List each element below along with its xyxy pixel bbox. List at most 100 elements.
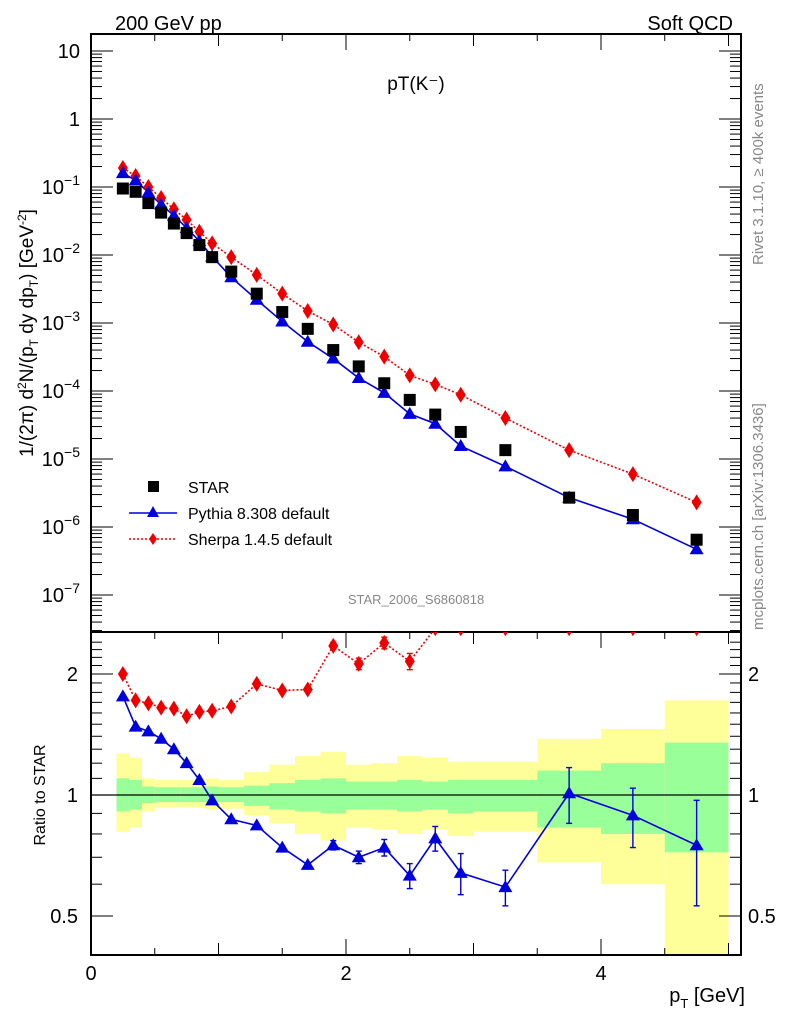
point-diamond (328, 316, 339, 333)
ratio-point-triangle (625, 808, 640, 821)
point-diamond (404, 367, 415, 384)
ratio-point-triangle (300, 857, 315, 870)
point-diamond (226, 249, 237, 266)
ratio-point-triangle (377, 840, 392, 853)
x-tick-label: 0 (85, 963, 96, 985)
ratio-point-triangle (326, 838, 341, 851)
ratio-point-diamond (379, 634, 390, 651)
plot-title: pT(K⁻) (387, 74, 445, 95)
ratio-point-diamond (117, 666, 128, 682)
x-axis-label-text: pT [GeV] (669, 985, 745, 1011)
point-triangle (689, 542, 704, 555)
ratio-frame (90, 631, 742, 956)
ratio-point-diamond (168, 700, 179, 717)
ratio-panel: 0 2 4 2 2 1 1 0.5 0.5 (50, 631, 776, 985)
y-tick-label: 10−3 (42, 308, 80, 335)
main-panel: 10 1 10−1 10−2 10−3 10−4 10−5 10−6 10−7 (42, 33, 742, 633)
point-triangle (377, 385, 392, 398)
point-square (193, 239, 206, 252)
point-square (155, 206, 168, 219)
ratio-point-triangle (224, 812, 239, 825)
legend-label-star: STAR (188, 480, 229, 497)
ratio-y-tick-label-right: 0.5 (748, 906, 776, 928)
band-inner (320, 778, 346, 814)
side-label-mcplots: mcplots.cern.ch [arXiv:1306.3436] (750, 403, 767, 630)
ratio-point-diamond (207, 702, 218, 719)
band-inner (244, 785, 270, 806)
ratio-point-diamond (502, 632, 509, 637)
ratio-point-diamond (302, 681, 313, 698)
point-square (301, 322, 314, 335)
point-square (499, 444, 512, 457)
ratio-point-triangle (249, 818, 264, 831)
ratio-ylabel: Ratio to STAR (32, 744, 49, 845)
point-square (403, 393, 416, 406)
point-diamond (251, 266, 262, 283)
ratio-point-diamond (328, 637, 339, 654)
series-line-1 (122, 172, 697, 551)
ratio-point-diamond (353, 655, 364, 672)
ratio-point-triangle (402, 868, 417, 881)
point-diamond (379, 348, 390, 365)
point-square (167, 217, 180, 230)
y-tick-label: 10−5 (42, 444, 80, 471)
point-triangle (300, 334, 315, 347)
point-diamond (353, 334, 364, 351)
ratio-y-tick-label-right: 2 (748, 664, 759, 686)
point-square (180, 227, 193, 240)
point-triangle (275, 314, 290, 327)
y-tick-label: 10 (58, 41, 80, 63)
band-inner (269, 783, 295, 810)
band-inner (448, 779, 474, 814)
point-triangle (115, 166, 130, 179)
watermark: STAR_2006_S6860818 (348, 592, 484, 607)
point-square (429, 408, 442, 421)
ratio-point-triangle (453, 865, 468, 878)
ratio-point-diamond (181, 708, 192, 725)
ratio-point-triangle (141, 724, 156, 737)
point-square (563, 491, 576, 504)
main-ylabel-text: 1/(2π) d2N/(pT dy dpT) [GeV-2] (15, 209, 41, 457)
ratio-point-diamond (566, 632, 572, 637)
point-square (352, 360, 365, 373)
ratio-y-tick-label: 0.5 (50, 906, 78, 928)
point-diamond (627, 466, 638, 483)
point-square (250, 287, 263, 300)
point-triangle (141, 185, 156, 198)
point-square (327, 344, 340, 357)
ratio-point-diamond (226, 698, 237, 715)
point-diamond (207, 235, 218, 252)
point-diamond (194, 223, 205, 240)
ratio-point-triangle (689, 838, 704, 851)
ratio-point-triangle (498, 880, 513, 893)
y-tick-label: 10−1 (42, 172, 80, 199)
point-triangle (326, 351, 341, 364)
y-tick-label: 10−4 (42, 376, 80, 403)
point-diamond (564, 442, 575, 459)
point-square (142, 197, 155, 210)
point-diamond (455, 386, 466, 403)
legend-label-sherpa: Sherpa 1.4.5 default (188, 532, 333, 549)
ratio-point-triangle (154, 731, 169, 744)
x-tick-label: 4 (595, 963, 606, 985)
legend-marker-sherpa (149, 533, 157, 545)
y-tick-label: 10−7 (42, 580, 80, 607)
ratio-point-diamond (404, 653, 415, 670)
point-diamond (430, 376, 441, 393)
ratio-point-diamond (432, 632, 438, 637)
point-square (626, 509, 639, 522)
series-line-2 (122, 167, 697, 504)
ratio-point-triangle (275, 840, 290, 853)
y-tick-label: 1 (69, 109, 80, 131)
side-label-rivet: Rivet 3.1.10, ≥ 400k events (750, 83, 767, 265)
ratio-point-triangle (351, 850, 366, 863)
legend-label-pythia: Pythia 8.308 default (188, 506, 330, 523)
ratio-point-diamond (156, 699, 167, 716)
ratio-y-tick-label: 1 (67, 785, 78, 807)
point-square (378, 377, 391, 390)
ratio-point-diamond (693, 632, 700, 637)
ratio-point-triangle (192, 772, 207, 785)
point-diamond (691, 494, 702, 511)
ratio-y-tick-label: 2 (67, 664, 78, 686)
